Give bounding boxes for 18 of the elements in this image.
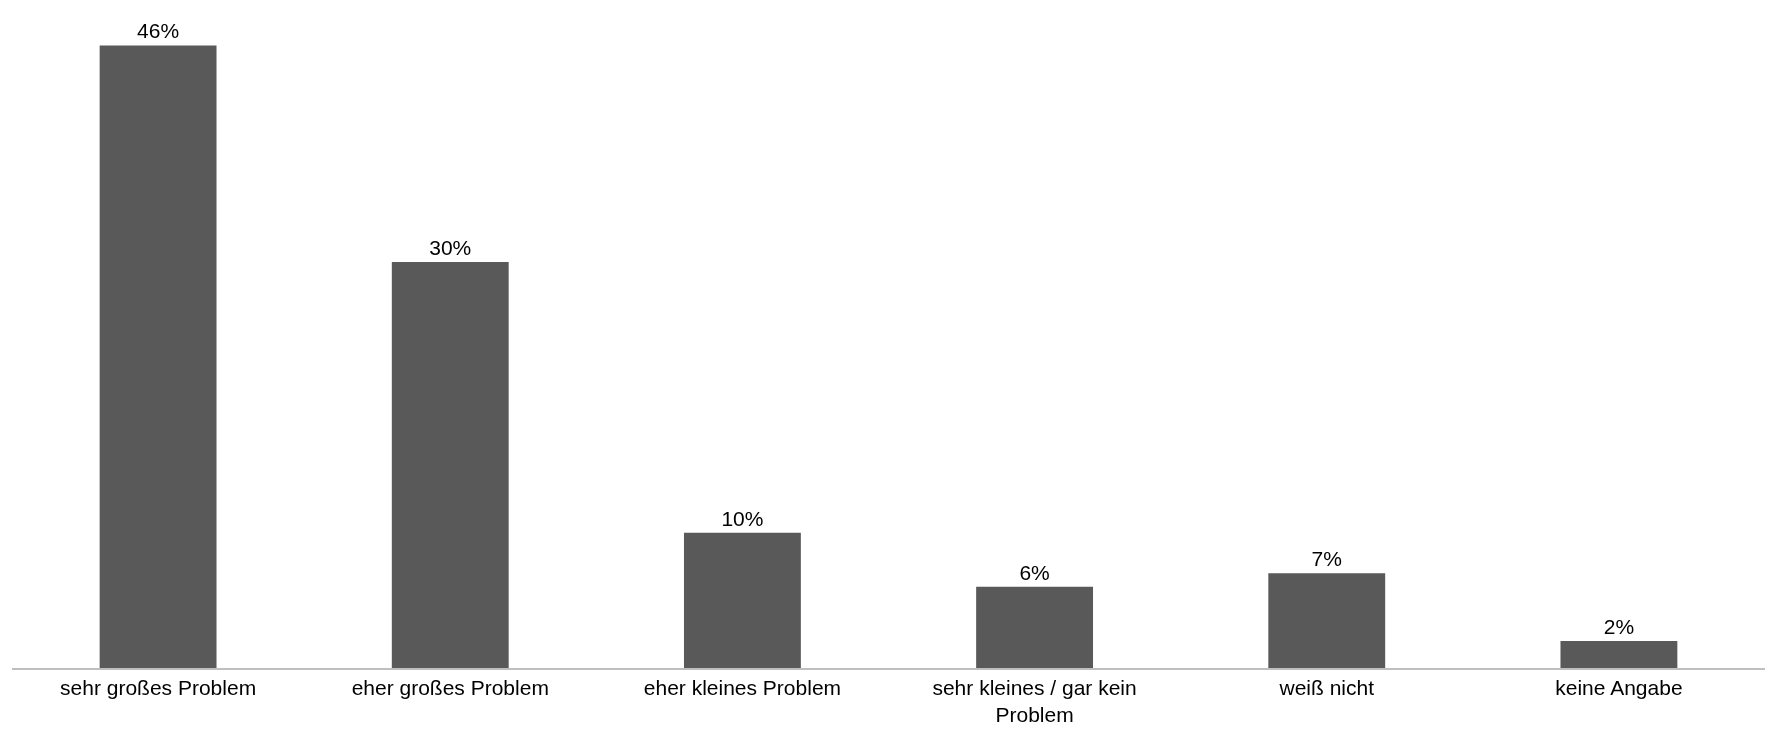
bar <box>683 532 801 668</box>
x-tick-label: weiß nicht <box>1278 675 1375 699</box>
data-label: 10% <box>721 506 764 530</box>
bar <box>391 262 509 668</box>
bar <box>99 45 217 668</box>
x-tick-label: sehr großes Problem <box>60 675 257 699</box>
data-label: 46% <box>137 19 180 43</box>
data-label: 2% <box>1603 614 1635 638</box>
bar <box>1268 573 1386 668</box>
bar <box>1560 640 1678 668</box>
data-label: 7% <box>1311 547 1342 571</box>
bar <box>976 586 1094 668</box>
x-tick-label: eher kleines Problem <box>643 675 842 699</box>
x-tick-label: eher großes Problem <box>351 675 549 699</box>
data-label: 30% <box>429 236 472 260</box>
x-tick-label: keine Angabe <box>1555 675 1683 699</box>
data-label: 6% <box>1019 560 1050 584</box>
x-tick-label: sehr kleines / gar kein Problem <box>932 675 1137 726</box>
